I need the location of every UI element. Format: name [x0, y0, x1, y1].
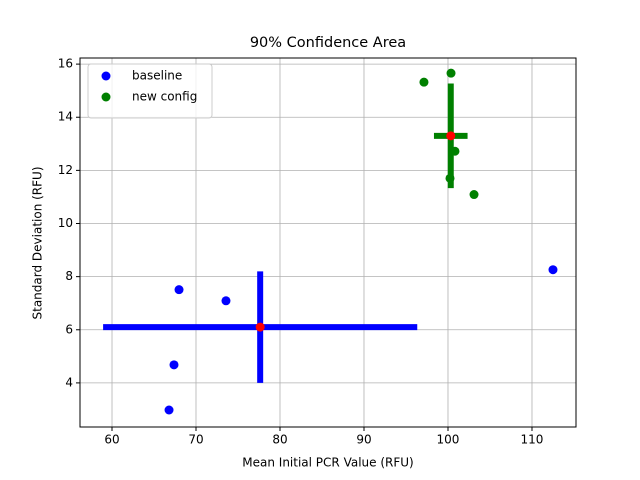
- point: [164, 405, 174, 415]
- point: [169, 360, 179, 370]
- legend-label: new config: [132, 90, 197, 104]
- point: [548, 265, 558, 275]
- x-tick-label: 100: [437, 433, 460, 447]
- y-axis-label: Standard Deviation (RFU): [31, 166, 45, 319]
- x-axis-label: Mean Initial PCR Value (RFU): [242, 456, 413, 470]
- y-tick-label: 10: [58, 216, 73, 230]
- x-tick-label: 70: [188, 433, 203, 447]
- mean-point: [446, 131, 456, 141]
- y-tick-label: 4: [65, 375, 73, 389]
- y-tick-label: 8: [65, 269, 73, 283]
- y-tick-label: 6: [65, 322, 73, 336]
- plot-frame: [79, 57, 577, 428]
- legend-marker: [101, 92, 111, 102]
- chart-title: 90% Confidence Area: [250, 35, 406, 51]
- mean-point: [255, 322, 265, 332]
- point: [419, 77, 429, 87]
- y-tick-label: 12: [58, 163, 73, 177]
- point: [174, 285, 184, 295]
- legend-marker: [101, 71, 111, 81]
- x-tick-label: 110: [521, 433, 544, 447]
- point: [221, 296, 231, 306]
- point: [446, 68, 456, 78]
- y-tick-label: 16: [58, 57, 73, 71]
- y-tick-label: 14: [58, 110, 73, 124]
- legend: baseline new config: [87, 63, 213, 119]
- x-tick-label: 90: [356, 433, 371, 447]
- x-tick-label: 80: [272, 433, 287, 447]
- legend-label: baseline: [132, 69, 182, 83]
- legend-box: [87, 63, 213, 119]
- x-tick-label: 60: [104, 433, 119, 447]
- point: [469, 190, 479, 200]
